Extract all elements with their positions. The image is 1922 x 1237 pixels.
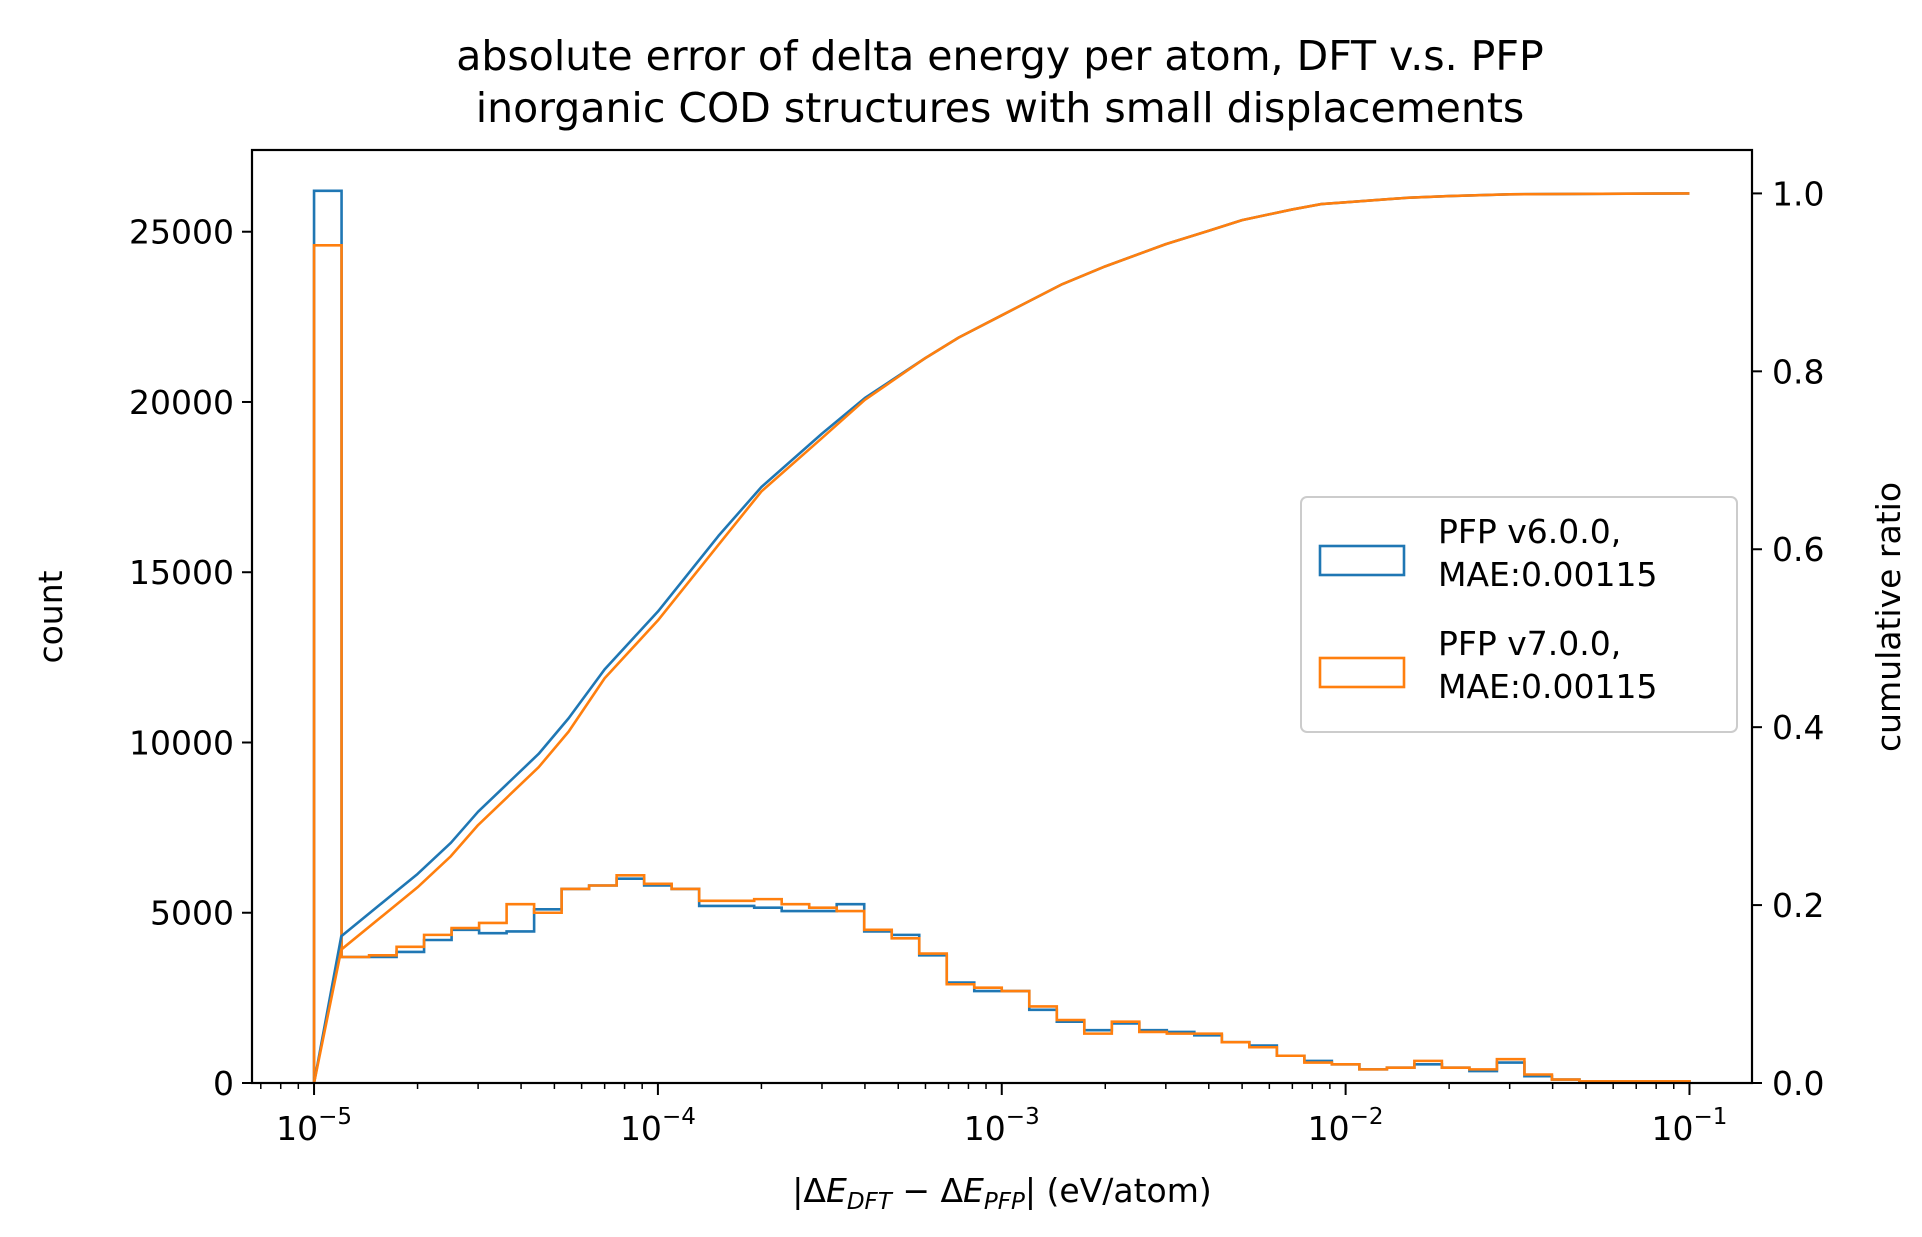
x-tick-label: 10−3 — [964, 1104, 1040, 1148]
x-label-close: | (eV/atom) — [1025, 1171, 1212, 1210]
y-axis-label-right: cumulative ratio — [1869, 482, 1908, 752]
y-left-tick-label: 0 — [213, 1064, 234, 1103]
x-tick-label: 10−2 — [1308, 1104, 1384, 1148]
y-right-tick-label: 0.6 — [1772, 530, 1824, 569]
y-left-tick-label: 15000 — [129, 553, 234, 592]
y-axis-label-left: count — [31, 570, 70, 663]
x-label-minus: − Δ — [892, 1171, 964, 1210]
x-label-e2: E — [963, 1171, 984, 1210]
chart-subtitle: inorganic COD structures with small disp… — [476, 84, 1525, 132]
legend: PFP v6.0.0, MAE:0.00115 PFP v7.0.0, MAE:… — [1300, 496, 1738, 733]
y-right-tick-label: 1.0 — [1772, 174, 1824, 213]
x-tick-label: 10−4 — [620, 1104, 696, 1148]
x-label-sub1: DFT — [847, 1189, 894, 1215]
histogram-v7 — [312, 244, 1691, 1083]
plot-area — [312, 189, 1691, 1084]
y-left-tick-label: 10000 — [129, 723, 234, 762]
legend-swatch-v6 — [1318, 544, 1406, 577]
x-axis-label: |ΔEDFT − ΔEPFP| (eV/atom) — [792, 1171, 1211, 1215]
x-tick-label: 10−5 — [276, 1104, 352, 1148]
legend-swatch-v7 — [1318, 656, 1406, 689]
y-right-tick-label: 0.2 — [1772, 886, 1824, 925]
y-right-tick-label: 0.4 — [1772, 708, 1824, 747]
legend-frame — [1300, 496, 1738, 733]
x-label-e1: E — [826, 1171, 847, 1210]
y-left-tick-label: 25000 — [129, 213, 234, 252]
right-y-axis: 0.0 0.2 0.4 0.6 0.8 1.0 — [1752, 174, 1824, 1103]
x-label-sub2: PFP — [984, 1189, 1025, 1215]
legend-label-v6-name: PFP v6.0.0, — [1438, 512, 1621, 551]
chart-title: absolute error of delta energy per atom,… — [456, 32, 1543, 80]
legend-label-v7-name: PFP v7.0.0, — [1438, 624, 1621, 663]
y-right-tick-label: 0.8 — [1772, 352, 1824, 391]
cumulative-line-v7 — [312, 192, 1690, 1084]
y-left-tick-label: 20000 — [129, 383, 234, 422]
legend-label-v6-mae: MAE:0.00115 — [1438, 555, 1657, 594]
x-label-open: |Δ — [792, 1171, 826, 1210]
y-left-tick-label: 5000 — [150, 894, 234, 933]
x-tick-label: 10−1 — [1652, 1104, 1728, 1148]
left-y-axis: 0 5000 10000 15000 20000 25000 — [129, 213, 252, 1103]
y-right-tick-label: 0.0 — [1772, 1064, 1824, 1103]
legend-label-v7-mae: MAE:0.00115 — [1438, 667, 1657, 706]
axes-frame — [250, 148, 1754, 1085]
x-axis: 10−5 10−4 10−3 10−2 10−1 — [260, 1083, 1728, 1148]
